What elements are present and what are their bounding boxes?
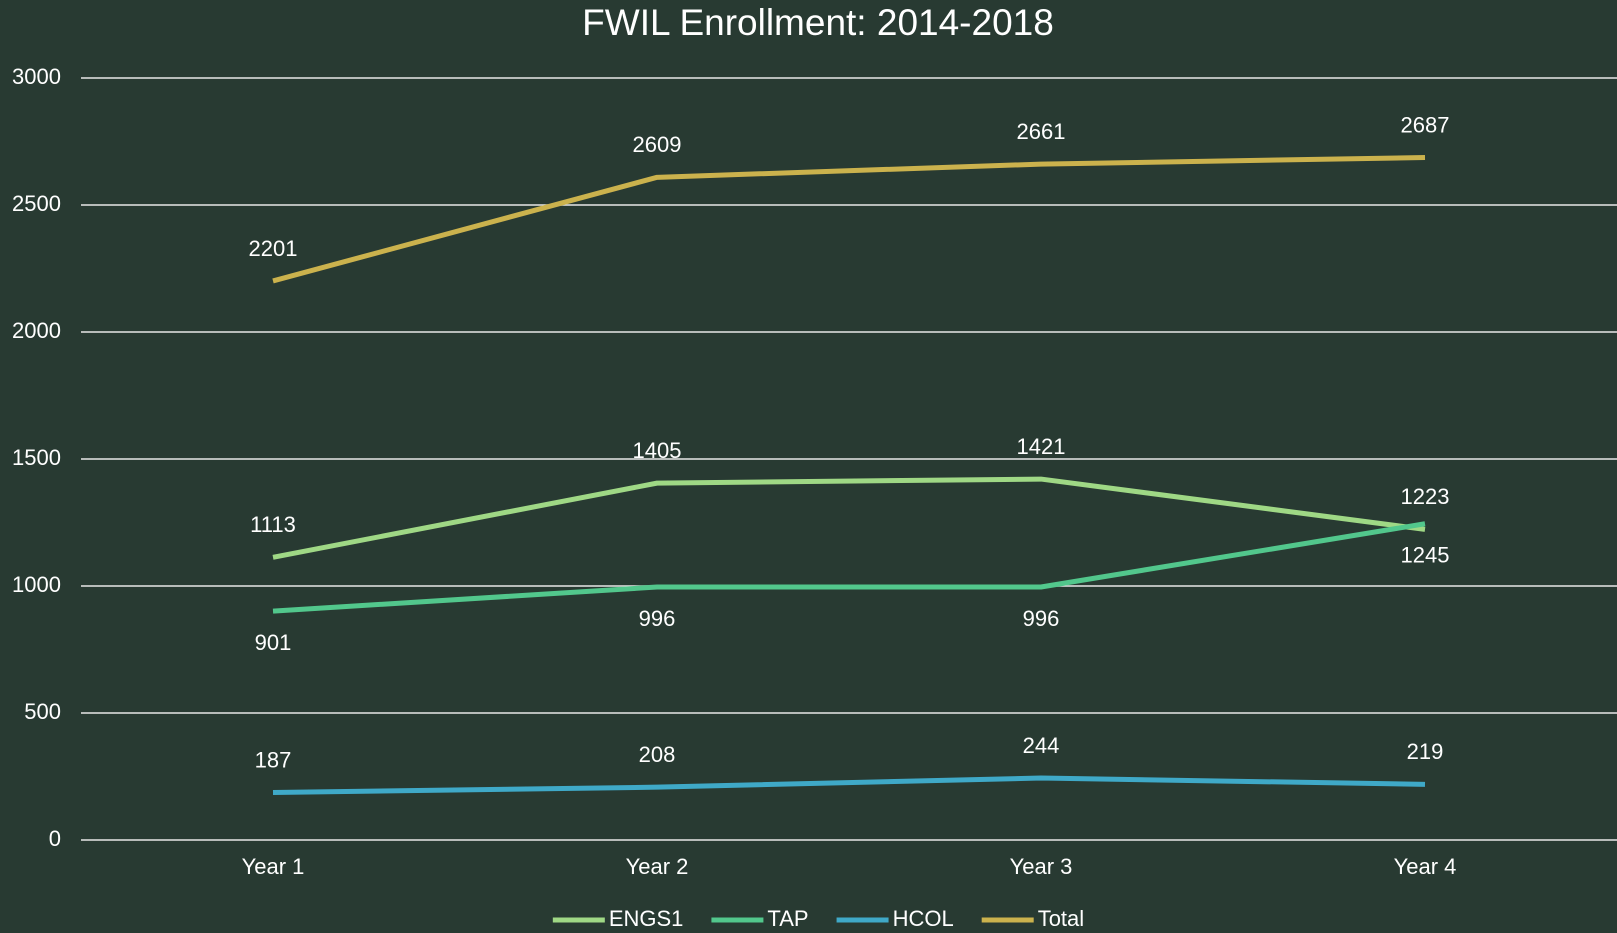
data-label: 2687 <box>1401 112 1450 137</box>
y-tick-label: 1000 <box>12 572 61 597</box>
data-label: 1113 <box>250 512 296 537</box>
data-label: 1245 <box>1401 543 1450 568</box>
y-tick-label: 0 <box>49 826 61 851</box>
x-tick-label: Year 4 <box>1394 854 1457 879</box>
data-label: 208 <box>639 742 676 767</box>
y-tick-label: 2000 <box>12 318 61 343</box>
data-label: 2661 <box>1017 119 1066 144</box>
y-tick-label: 1500 <box>12 445 61 470</box>
chart-title: FWIL Enrollment: 2014-2018 <box>582 2 1054 43</box>
data-label: 244 <box>1023 733 1060 758</box>
x-tick-label: Year 3 <box>1010 854 1073 879</box>
line-series <box>272 521 1426 614</box>
line-series <box>272 476 1426 560</box>
x-tick-label: Year 2 <box>626 854 689 879</box>
data-label: 1223 <box>1401 484 1450 509</box>
legend-label: ENGS1 <box>609 906 684 931</box>
data-label: 1421 <box>1017 434 1066 459</box>
data-label: 996 <box>1023 606 1060 631</box>
data-label: 2609 <box>633 132 682 157</box>
data-label: 1405 <box>633 438 682 463</box>
legend-label: TAP <box>767 906 808 931</box>
x-tick-label: Year 1 <box>242 854 305 879</box>
data-label: 996 <box>639 606 676 631</box>
data-label: 219 <box>1407 739 1444 764</box>
y-tick-label: 2500 <box>12 191 61 216</box>
line-series <box>272 775 1426 796</box>
data-label: 2201 <box>249 236 298 261</box>
data-label: 187 <box>255 747 292 772</box>
legend-label: Total <box>1038 906 1084 931</box>
data-label: 901 <box>255 630 292 655</box>
line-series <box>272 155 1426 284</box>
legend-label: HCOL <box>893 906 954 931</box>
y-tick-label: 500 <box>24 699 61 724</box>
y-tick-label: 3000 <box>12 64 61 89</box>
